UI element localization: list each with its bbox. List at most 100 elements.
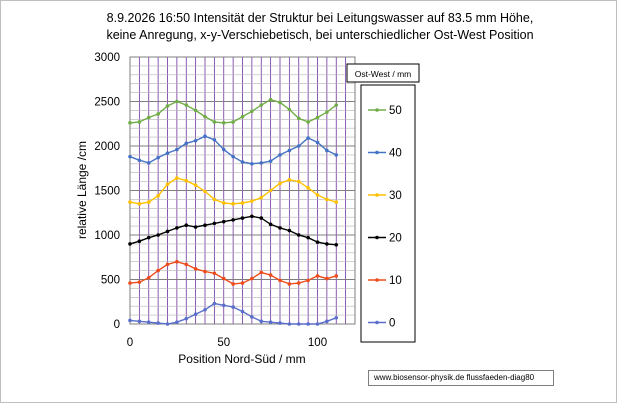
data-point	[221, 147, 226, 152]
legend-item-20: 20	[368, 233, 402, 245]
data-point	[240, 114, 245, 119]
legend-label: 50	[389, 105, 402, 117]
data-point	[259, 319, 264, 324]
legend-item-0: 0	[368, 318, 395, 330]
data-point	[146, 115, 151, 120]
data-point	[315, 240, 320, 244]
data-point	[315, 140, 320, 145]
data-point	[325, 276, 329, 281]
data-point	[137, 319, 142, 324]
data-point	[128, 281, 132, 285]
data-point	[278, 181, 282, 186]
data-point	[250, 276, 254, 281]
data-point	[221, 303, 226, 308]
y-axis-label: relative Länge /cm	[75, 141, 89, 239]
data-point	[128, 242, 132, 246]
data-point	[315, 193, 320, 197]
data-point	[325, 319, 329, 324]
y-tick-label: 2500	[94, 97, 120, 109]
data-point	[287, 178, 292, 182]
data-point	[296, 116, 301, 121]
legend-title: Ost-West / mm	[355, 69, 412, 79]
legend-items: 50 40 30 20 10 0	[368, 105, 402, 330]
data-point	[203, 134, 207, 139]
data-point	[296, 179, 301, 184]
data-point	[325, 148, 329, 153]
data-point	[212, 137, 217, 142]
data-point	[146, 275, 151, 280]
legend-title-box	[346, 63, 420, 83]
legend: Ost-West / mm 50 40 30 20 10 0	[346, 63, 420, 343]
data-point	[325, 110, 329, 114]
plot-area-border	[129, 56, 356, 325]
data-point	[175, 259, 179, 264]
data-point	[240, 201, 245, 205]
data-point	[240, 309, 245, 314]
legend-marker	[375, 193, 379, 197]
grid-lines	[130, 57, 355, 324]
data-point	[156, 233, 160, 237]
data-point	[184, 103, 189, 107]
data-point	[278, 100, 282, 105]
data-point	[325, 242, 329, 246]
x-tick-label: 0	[127, 337, 133, 349]
data-point	[268, 159, 273, 163]
data-point	[184, 262, 189, 267]
data-point	[165, 322, 170, 326]
data-point	[268, 222, 273, 227]
data-point	[231, 305, 235, 309]
legend-label: 20	[389, 233, 402, 245]
data-point	[212, 221, 217, 226]
data-point	[184, 141, 189, 146]
data-point	[296, 233, 301, 237]
legend-item-40: 40	[368, 148, 402, 160]
series-20	[128, 214, 339, 247]
y-tick-label: 500	[101, 275, 120, 287]
legend-label: 10	[389, 275, 402, 287]
data-point	[325, 197, 329, 202]
legend-item-10: 10	[368, 275, 402, 287]
data-point	[203, 114, 207, 119]
data-point	[175, 147, 179, 152]
legend-marker	[375, 150, 379, 155]
data-point	[231, 202, 235, 206]
data-point	[268, 188, 273, 193]
data-point	[315, 322, 320, 326]
data-point	[315, 115, 320, 120]
y-tick-label: 1500	[94, 186, 120, 198]
series-0	[128, 301, 339, 326]
series-40	[128, 134, 339, 166]
data-point	[193, 183, 198, 187]
x-tick-label: 50	[217, 337, 230, 349]
data-point	[128, 318, 132, 323]
data-point	[156, 194, 160, 198]
data-point	[287, 282, 292, 286]
data-point	[268, 320, 273, 325]
data-point	[146, 235, 151, 240]
data-point	[221, 276, 226, 281]
data-point	[306, 322, 310, 326]
data-point	[259, 161, 264, 165]
legend-marker	[375, 235, 379, 240]
legend-item-50: 50	[368, 105, 402, 117]
data-point	[334, 315, 339, 320]
data-point	[278, 226, 282, 230]
series-30	[128, 176, 339, 206]
x-axis-label: Position Nord-Süd / mm	[178, 352, 305, 366]
data-point	[221, 201, 226, 205]
y-axis-ticks: 0 500 1000 1500 2000 2500 3000	[94, 52, 120, 331]
y-tick-label: 0	[114, 319, 120, 331]
data-point	[259, 103, 264, 107]
data-point	[221, 121, 226, 125]
data-point	[268, 97, 273, 102]
data-point	[231, 120, 235, 124]
data-point	[334, 274, 339, 278]
data-point	[156, 321, 160, 325]
data-point	[212, 271, 217, 276]
data-point	[296, 144, 301, 148]
data-point	[278, 278, 282, 283]
data-point	[231, 154, 235, 159]
data-point	[175, 320, 179, 325]
